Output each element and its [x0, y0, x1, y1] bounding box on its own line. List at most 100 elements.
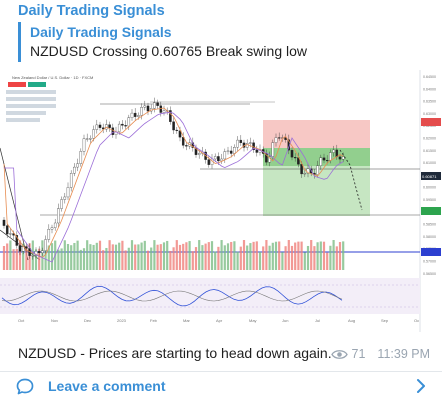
candle-body: [121, 123, 124, 126]
candle-body: [76, 163, 79, 168]
volume-bar: [166, 240, 169, 270]
volume-bar: [188, 241, 191, 270]
candle-body: [69, 173, 73, 188]
candle-body: [229, 150, 233, 154]
volume-bar: [143, 240, 146, 270]
price-tag-dark: [421, 172, 441, 180]
volume-bar: [306, 245, 310, 270]
volume-bar: [73, 242, 76, 270]
volume-bar: [15, 248, 18, 270]
candle-body: [181, 137, 185, 146]
volume-bar: [60, 248, 63, 270]
leave-comment-button[interactable]: Leave a comment: [0, 372, 442, 400]
candle-body: [178, 130, 182, 138]
volume-bar: [252, 241, 255, 270]
volume-bar: [118, 242, 121, 270]
time-axis-label: Apr: [216, 318, 223, 323]
volume-bar: [127, 247, 130, 270]
volume-bar: [95, 242, 98, 270]
volume-bar: [287, 240, 290, 270]
candle-body: [213, 156, 217, 160]
legend-chip-2: [28, 82, 46, 87]
candle-body: [60, 199, 63, 209]
volume-bar: [278, 241, 281, 270]
candle-body: [53, 222, 57, 228]
volume-bar: [25, 245, 28, 270]
candle-body: [249, 142, 252, 144]
price-axis-label: 0.58000: [423, 235, 436, 239]
volume-bar: [86, 240, 89, 270]
candle-body: [146, 105, 150, 112]
volume-bar: [172, 247, 175, 270]
candle-body: [140, 107, 143, 116]
volume-bar: [169, 250, 172, 270]
volume-bar: [92, 244, 95, 270]
candle-body: [159, 105, 163, 113]
candle-body: [63, 196, 67, 200]
candle-body: [197, 153, 201, 155]
volume-bar: [114, 244, 118, 270]
reply-author: Daily Trading Signals: [30, 24, 172, 40]
chart-header-text: New Zealand Dollar / U.S. Dollar · 1D · …: [12, 75, 93, 80]
volume-bar: [150, 247, 153, 270]
candle-body: [274, 137, 278, 143]
volume-bar: [303, 252, 306, 270]
time-axis-label: May: [249, 318, 257, 323]
volume-bar: [34, 249, 38, 270]
candle-body: [223, 151, 227, 160]
candle-body: [277, 137, 281, 139]
price-axis-label: 0.57000: [423, 260, 436, 264]
candle-body: [316, 165, 319, 175]
candle-body: [172, 121, 175, 131]
volume-bar: [233, 241, 236, 270]
candle-body: [5, 225, 9, 235]
price-axis-label: 0.58500: [423, 223, 436, 227]
time-axis-label: Nov: [51, 318, 58, 323]
candle-body: [130, 112, 134, 118]
volume-bar: [338, 242, 342, 270]
volume-bar: [89, 244, 92, 270]
indicator-legend: [6, 82, 56, 122]
volume-bar: [70, 245, 73, 270]
candle-body: [325, 160, 329, 162]
candle-body: [306, 168, 310, 174]
price-axis-label: 0.62000: [423, 137, 436, 141]
candle-body: [92, 129, 95, 139]
chart-image[interactable]: New Zealand Dollar / U.S. Dollar · 1D · …: [0, 70, 442, 332]
volume-bar: [294, 242, 297, 270]
candle-body: [101, 127, 105, 130]
price-axis-label: 0.61500: [423, 149, 436, 153]
time-axis-label: Jun: [282, 318, 288, 323]
candle-body: [44, 239, 47, 251]
legend-line-2: [6, 97, 56, 101]
volume-bar: [47, 245, 50, 270]
message-time: 11:39 PM: [377, 347, 430, 361]
candle-body: [50, 227, 54, 230]
candle-body: [31, 255, 35, 257]
candle-body: [322, 157, 326, 161]
candle-body: [338, 156, 342, 160]
moving-average-2: [4, 111, 344, 263]
volume-bar: [316, 242, 319, 270]
channel-title[interactable]: Daily Trading Signals: [18, 3, 165, 19]
eye-icon: [330, 349, 348, 359]
volume-bar: [79, 249, 82, 270]
volume-bar: [207, 242, 210, 270]
volume-bar: [223, 245, 226, 270]
price-axis-label: 0.61000: [423, 161, 436, 165]
reply-quote[interactable]: Daily Trading Signals NZDUSD Crossing 0.…: [18, 22, 430, 62]
candle-body: [332, 149, 335, 153]
chevron-right-icon: [417, 379, 425, 393]
volume-bar: [140, 242, 143, 270]
candle-body: [66, 187, 70, 198]
volume-bar: [246, 245, 249, 270]
time-axis: Oct Nov Dec 2023 Feb Mar Apr May Jun Jul Aug Sep Oc: [18, 318, 419, 323]
price-tag-green: [421, 207, 441, 215]
candle-body: [25, 246, 28, 249]
legend-line-1: [6, 90, 56, 94]
volume-bar: [153, 240, 156, 270]
volume-bar: [108, 240, 111, 270]
volume-bar: [178, 244, 182, 270]
volume-bar: [198, 240, 201, 270]
candle-body: [133, 112, 137, 117]
